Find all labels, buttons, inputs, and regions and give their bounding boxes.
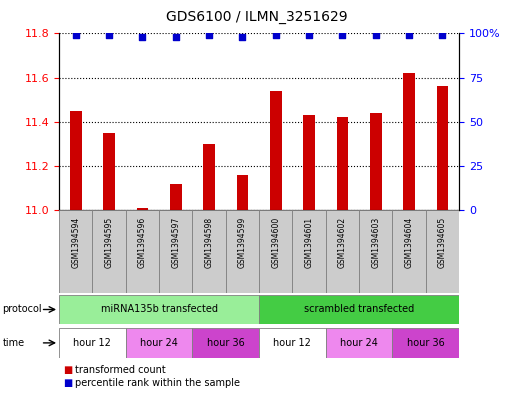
- Text: scrambled transfected: scrambled transfected: [304, 305, 414, 314]
- Bar: [59, 295, 259, 324]
- Bar: [359, 210, 392, 293]
- Bar: [426, 210, 459, 293]
- Bar: [392, 328, 459, 358]
- Point: [238, 34, 246, 40]
- Text: GSM1394599: GSM1394599: [238, 217, 247, 268]
- Bar: [403, 73, 415, 210]
- Point: [271, 32, 280, 38]
- Bar: [337, 118, 348, 210]
- Bar: [326, 210, 359, 293]
- Bar: [170, 184, 182, 210]
- Bar: [103, 133, 115, 210]
- Bar: [59, 210, 92, 293]
- Bar: [59, 328, 126, 358]
- Text: GSM1394605: GSM1394605: [438, 217, 447, 268]
- Bar: [303, 115, 315, 210]
- Bar: [326, 328, 392, 358]
- Bar: [292, 210, 326, 293]
- Point: [138, 34, 146, 40]
- Text: GSM1394597: GSM1394597: [171, 217, 180, 268]
- Bar: [159, 210, 192, 293]
- Bar: [370, 113, 382, 210]
- Text: GSM1394600: GSM1394600: [271, 217, 280, 268]
- Text: GSM1394594: GSM1394594: [71, 217, 80, 268]
- Bar: [192, 210, 226, 293]
- Point: [71, 32, 80, 38]
- Point: [305, 32, 313, 38]
- Text: hour 36: hour 36: [407, 338, 445, 348]
- Point: [405, 32, 413, 38]
- Bar: [437, 86, 448, 210]
- Text: hour 12: hour 12: [73, 338, 111, 348]
- Text: GSM1394604: GSM1394604: [405, 217, 413, 268]
- Text: GSM1394602: GSM1394602: [338, 217, 347, 268]
- Bar: [270, 91, 282, 210]
- Bar: [259, 328, 326, 358]
- Bar: [126, 328, 192, 358]
- Text: GSM1394603: GSM1394603: [371, 217, 380, 268]
- Bar: [259, 210, 292, 293]
- Point: [338, 32, 346, 38]
- Text: transformed count: transformed count: [75, 365, 166, 375]
- Bar: [392, 210, 426, 293]
- Text: ■: ■: [64, 378, 76, 388]
- Bar: [236, 175, 248, 210]
- Point: [171, 34, 180, 40]
- Bar: [126, 210, 159, 293]
- Text: time: time: [3, 338, 25, 348]
- Bar: [70, 111, 82, 210]
- Point: [371, 32, 380, 38]
- Bar: [92, 210, 126, 293]
- Bar: [226, 210, 259, 293]
- Text: GSM1394601: GSM1394601: [305, 217, 313, 268]
- Text: hour 24: hour 24: [340, 338, 378, 348]
- Bar: [192, 328, 259, 358]
- Text: hour 36: hour 36: [207, 338, 245, 348]
- Text: hour 24: hour 24: [140, 338, 178, 348]
- Text: GSM1394598: GSM1394598: [205, 217, 213, 268]
- Point: [105, 32, 113, 38]
- Text: GSM1394596: GSM1394596: [138, 217, 147, 268]
- Bar: [136, 208, 148, 210]
- Text: GSM1394595: GSM1394595: [105, 217, 113, 268]
- Text: percentile rank within the sample: percentile rank within the sample: [75, 378, 241, 388]
- Text: ■: ■: [64, 365, 76, 375]
- Text: protocol: protocol: [3, 305, 42, 314]
- Text: hour 12: hour 12: [273, 338, 311, 348]
- Text: miRNA135b transfected: miRNA135b transfected: [101, 305, 218, 314]
- Bar: [259, 295, 459, 324]
- Text: GDS6100 / ILMN_3251629: GDS6100 / ILMN_3251629: [166, 10, 347, 24]
- Point: [438, 32, 446, 38]
- Bar: [203, 144, 215, 210]
- Point: [205, 32, 213, 38]
